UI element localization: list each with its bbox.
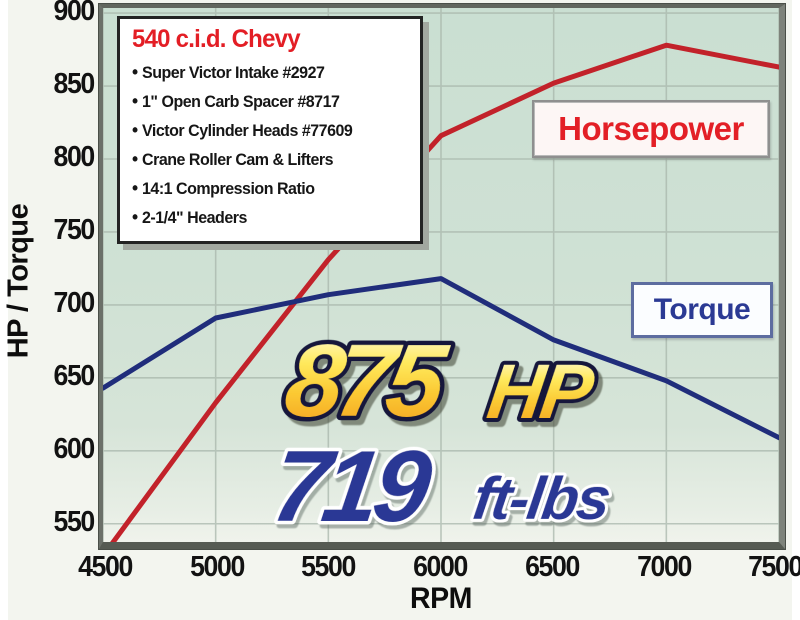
spec-item: 1" Open Carb Spacer #8717 <box>132 87 402 116</box>
hp-peak-callout: 875 HP <box>274 318 603 442</box>
y-tick-850: 850 <box>53 68 96 101</box>
y-tick-800: 800 <box>53 141 96 174</box>
torque-series-label-text: Torque <box>653 293 751 326</box>
tq-peak-value: 719 <box>266 429 438 542</box>
horsepower-series-label: Horsepower <box>532 100 770 158</box>
curve-horsepower <box>110 42 779 542</box>
hp-peak-value: 875 <box>279 322 454 437</box>
left-white-strip <box>0 0 8 620</box>
y-axis-label: HP / Torque <box>2 203 35 359</box>
x-axis-label: RPM <box>410 582 472 615</box>
x-tick-6500: 6500 <box>525 551 580 583</box>
curve-torque <box>103 276 779 441</box>
x-tick-7000: 7000 <box>637 551 692 583</box>
right-white-strip <box>792 0 800 620</box>
y-tick-700: 700 <box>53 287 96 320</box>
engine-spec-title: 540 c.i.d. Chevy <box>132 25 301 53</box>
data-curves <box>103 42 779 542</box>
horsepower-series-label-text: Horsepower <box>558 110 744 147</box>
spec-item: Victor Cylinder Heads #77609 <box>132 116 402 145</box>
torque-series-label: Torque <box>631 282 773 338</box>
spec-item: Super Victor Intake #2927 <box>132 58 402 87</box>
y-tick-650: 650 <box>53 360 96 393</box>
tq-peak-callout: 719 ft-lbs <box>262 426 616 542</box>
y-tick-750: 750 <box>53 214 96 247</box>
x-tick-4500: 4500 <box>78 551 133 583</box>
engine-spec-list: Super Victor Intake #2927 1" Open Carb S… <box>132 58 410 232</box>
spec-item: 2-1/4" Headers <box>132 203 402 232</box>
spec-item: Crane Roller Cam & Lifters <box>132 145 402 174</box>
tq-peak-unit: ft-lbs <box>469 464 614 532</box>
x-tick-7500: 7500 <box>748 551 800 583</box>
y-tick-550: 550 <box>53 506 96 539</box>
engine-spec-box: 540 c.i.d. Chevy Super Victor Intake #29… <box>117 16 423 244</box>
hp-peak-unit: HP <box>483 349 599 435</box>
plot-area: 875 HP 719 ft-lbs 540 c.i.d. Chevy Super… <box>99 4 785 549</box>
spec-item: 14:1 Compression Ratio <box>132 174 402 203</box>
x-tick-5500: 5500 <box>301 551 356 583</box>
y-tick-900: 900 <box>53 0 96 28</box>
y-tick-600: 600 <box>53 433 96 466</box>
x-tick-5000: 5000 <box>190 551 245 583</box>
x-tick-6000: 6000 <box>413 551 468 583</box>
chart-canvas: 875 HP 719 ft-lbs <box>103 8 779 542</box>
